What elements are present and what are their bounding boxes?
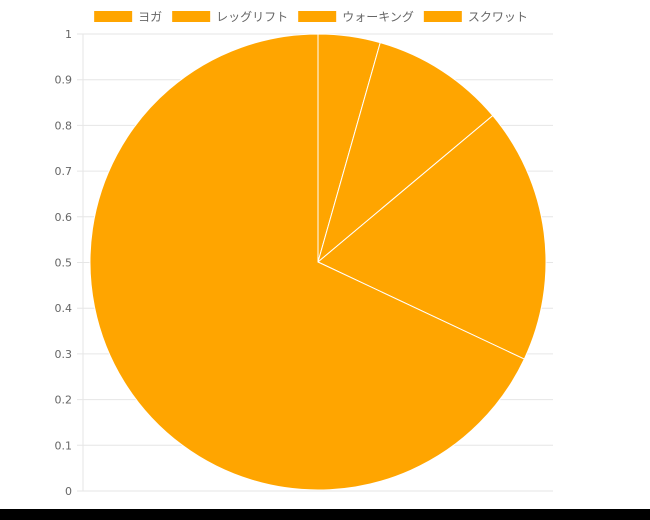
y-tick-label: 0.9	[55, 74, 73, 87]
y-tick-label: 0	[65, 485, 72, 498]
pie-slice-4[interactable]	[89, 33, 525, 491]
pie-slices	[89, 33, 547, 491]
legend-label: レッグリフト	[216, 10, 288, 24]
y-tick-label: 0.7	[55, 165, 73, 178]
legend-label: スクワット	[468, 10, 528, 24]
window-bottom-edge	[0, 509, 650, 520]
y-tick-label: 0.1	[55, 439, 73, 452]
y-tick-label: 1	[65, 28, 72, 41]
y-tick-label: 0.3	[55, 348, 73, 361]
legend-swatch	[172, 11, 211, 22]
y-tick-label: 0.6	[55, 211, 73, 224]
y-tick-label: 0.2	[55, 394, 73, 407]
y-tick-label: 0.4	[55, 302, 73, 315]
legend-label: ヨガ	[138, 10, 162, 24]
legend-item[interactable]: レッグリフト	[172, 10, 288, 24]
legend-item[interactable]: ウォーキング	[298, 10, 414, 24]
y-tick-label: 0.5	[55, 257, 73, 270]
legend-swatch	[423, 11, 462, 22]
pie-slice-2[interactable]	[317, 42, 494, 264]
legend-swatch	[94, 11, 133, 22]
y-axis-ticks: 0 0.1 0.2 0.3 0.4 0.5 0.6 0.7 0.8 0.9 1	[55, 28, 73, 498]
legend: ヨガ レッグリフト ウォーキング スクワット	[94, 10, 528, 24]
legend-item[interactable]: スクワット	[423, 10, 528, 24]
y-tick-label: 0.8	[55, 119, 73, 132]
pie-slice-3[interactable]	[317, 114, 547, 360]
legend-item[interactable]: ヨガ	[94, 10, 162, 24]
legend-swatch	[298, 11, 337, 22]
legend-label: ウォーキング	[342, 10, 414, 24]
